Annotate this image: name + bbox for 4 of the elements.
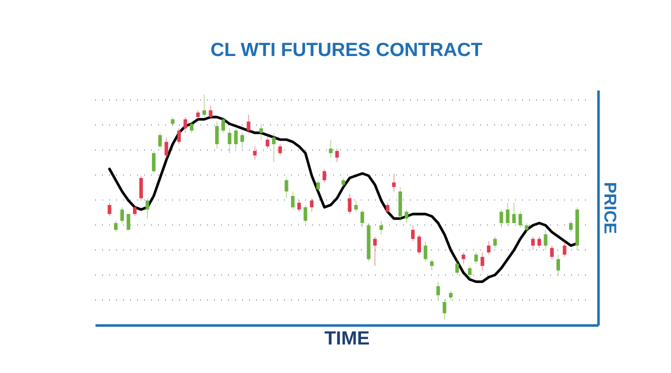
chart-title: CL WTI FUTURES CONTRACT	[210, 40, 483, 61]
candlestick	[126, 214, 130, 230]
x-axis-title: TIME	[324, 328, 370, 350]
y-axis-title: PRICE	[600, 182, 620, 234]
